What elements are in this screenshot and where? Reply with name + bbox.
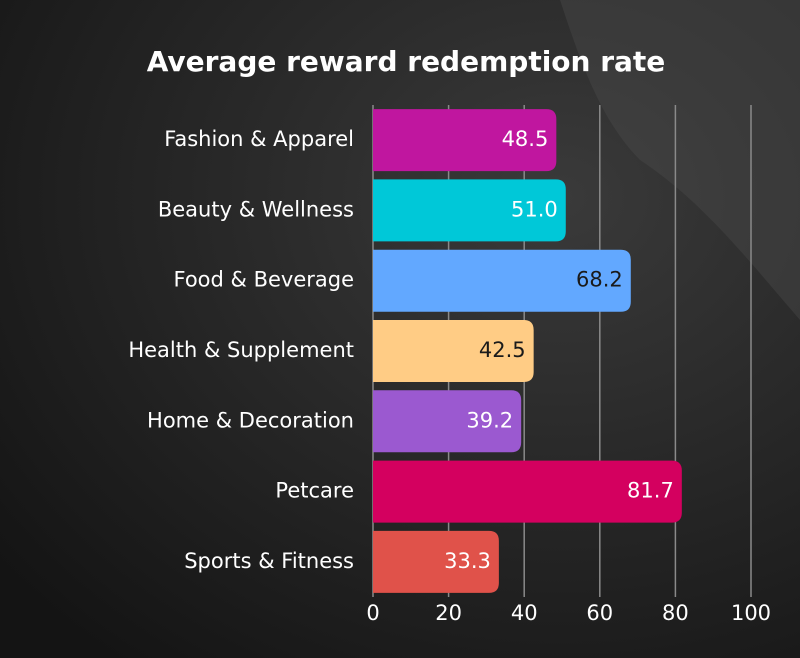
y-tick-label: Food & Beverage <box>173 268 354 292</box>
bar <box>373 390 522 453</box>
bar <box>373 179 566 242</box>
y-tick-label: Beauty & Wellness <box>158 197 354 221</box>
x-tick-label: 40 <box>511 601 538 625</box>
value-label: 51.0 <box>511 197 558 221</box>
y-tick-label: Sports & Fitness <box>184 549 354 573</box>
x-tick-label: 0 <box>366 601 379 625</box>
value-label: 33.3 <box>444 549 491 573</box>
bar <box>373 460 682 523</box>
value-label: 42.5 <box>479 338 526 362</box>
value-label: 48.5 <box>502 127 549 151</box>
value-label: 81.7 <box>627 479 674 503</box>
value-label: 39.2 <box>466 408 513 432</box>
x-tick-label: 100 <box>731 601 771 625</box>
chart-title: Average reward redemption rate <box>147 45 666 78</box>
x-tick-label: 80 <box>662 601 689 625</box>
bar <box>373 530 499 593</box>
x-tick-label: 20 <box>435 601 462 625</box>
y-tick-label: Home & Decoration <box>147 408 354 432</box>
y-tick-label: Petcare <box>275 479 354 503</box>
bar <box>373 109 557 172</box>
background-shape <box>560 0 800 320</box>
bar <box>373 320 534 382</box>
x-tick-label: 60 <box>586 601 613 625</box>
value-label: 68.2 <box>576 268 623 292</box>
y-tick-label: Health & Supplement <box>128 338 354 362</box>
bar <box>373 249 631 312</box>
y-tick-label: Fashion & Apparel <box>164 127 354 151</box>
